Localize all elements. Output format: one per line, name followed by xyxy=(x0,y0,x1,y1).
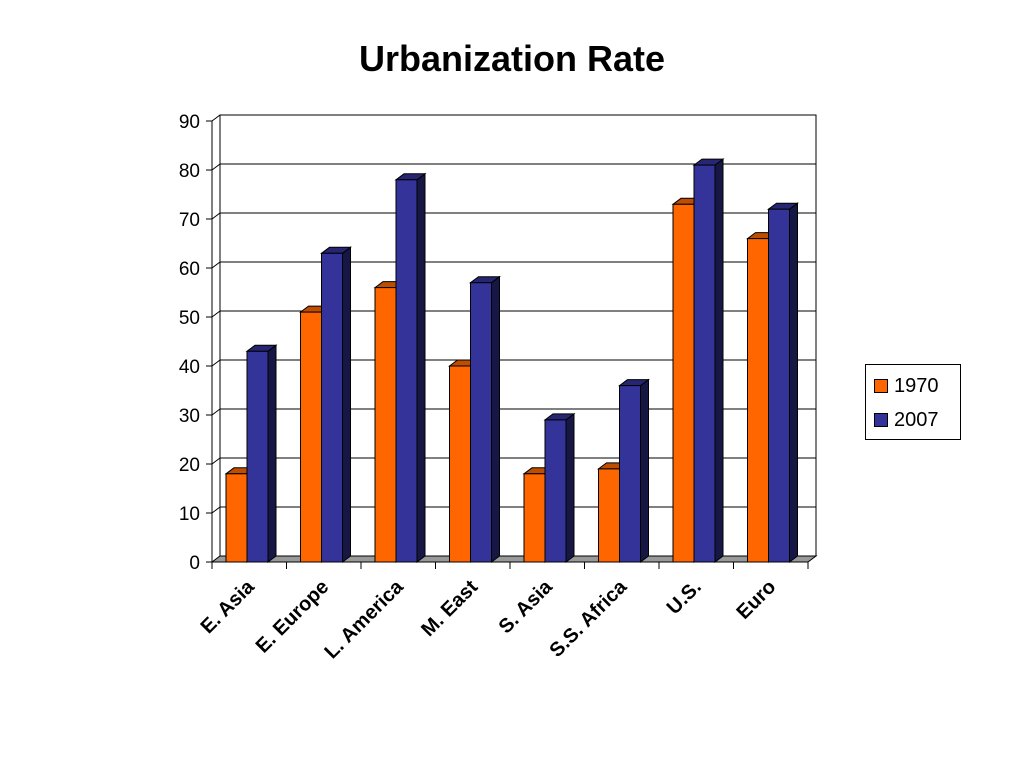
x-tick-label: M. East xyxy=(417,576,482,641)
x-tick-label: L. America xyxy=(320,575,408,663)
bar-2007-euro xyxy=(767,202,799,563)
gridline-diag xyxy=(211,163,221,171)
x-tick-label: U.S. xyxy=(663,576,706,619)
bar-side xyxy=(491,275,500,563)
y-tick-label: 90 xyxy=(179,112,200,133)
bar-front xyxy=(598,468,620,563)
bar-front xyxy=(693,164,716,563)
gridline-diag xyxy=(211,506,221,514)
y-tick-label: 30 xyxy=(179,406,200,427)
x-tick-label: Euro xyxy=(733,576,781,624)
chart-title: Urbanization Rate xyxy=(358,38,666,79)
y-tick-label: 70 xyxy=(179,210,200,231)
bar-front xyxy=(321,252,343,563)
bar-side xyxy=(267,344,277,563)
bar-2007-easia xyxy=(245,344,278,563)
bar-2007-us xyxy=(692,158,725,563)
gridline-diag xyxy=(211,408,221,416)
y-tick-label: 40 xyxy=(179,357,200,378)
bars xyxy=(224,158,799,563)
legend-swatch-1970 xyxy=(874,379,888,393)
x-tick-label: S. Asia xyxy=(495,575,558,638)
y-tick-label: 50 xyxy=(179,308,200,329)
bar-2007-sasia xyxy=(543,412,576,563)
legend-item-1970: 1970 xyxy=(874,374,939,398)
y-tick-label: 20 xyxy=(179,455,200,476)
bar-2007-eeurope xyxy=(320,246,352,563)
legend: 1970 2007 xyxy=(865,364,961,440)
bar-front xyxy=(374,287,397,563)
bar-front xyxy=(225,473,248,563)
gridline-diag xyxy=(211,261,221,269)
legend-item-2007: 2007 xyxy=(874,408,939,432)
bar-front xyxy=(619,385,641,563)
legend-label-2007: 2007 xyxy=(894,408,939,431)
legend-label-1970: 1970 xyxy=(894,374,939,397)
bar-side xyxy=(714,158,724,563)
bar-front xyxy=(449,365,471,563)
bar-front xyxy=(768,208,790,563)
bar-2007-lamerica xyxy=(394,172,427,563)
gridline-diag xyxy=(211,114,221,122)
gridline-diag xyxy=(211,359,221,367)
legend-swatch-2007 xyxy=(874,413,888,427)
gridline-diag xyxy=(211,310,221,318)
bar-front xyxy=(470,282,492,563)
x-tick-label: E. Europe xyxy=(252,576,334,658)
gridline-diag xyxy=(211,212,221,220)
bar-front xyxy=(246,350,269,563)
y-tick-label: 80 xyxy=(179,161,200,182)
bar-side xyxy=(565,412,575,563)
bar-side xyxy=(342,246,351,563)
bar-side xyxy=(416,172,426,563)
bar-front xyxy=(747,238,769,563)
bar-2007-ssafrica xyxy=(618,378,650,563)
y-tick-label: 60 xyxy=(179,259,200,280)
bar-front xyxy=(523,473,546,563)
y-tick-label: 10 xyxy=(179,504,200,525)
bar-front xyxy=(395,179,418,563)
bar-front xyxy=(672,203,695,563)
bar-front xyxy=(300,311,322,563)
y-tick-labels: 0 10 20 30 40 50 60 70 80 90 xyxy=(179,112,200,574)
bar-2007-meast xyxy=(469,275,501,563)
bar-front xyxy=(544,419,567,563)
x-tick-label: S.S. Africa xyxy=(546,575,632,661)
y-tick-label: 0 xyxy=(189,553,200,574)
x-tick-label: E. Asia xyxy=(197,575,260,638)
bar-side xyxy=(789,202,798,563)
gridline-diag xyxy=(211,457,221,465)
bar-side xyxy=(640,378,649,563)
